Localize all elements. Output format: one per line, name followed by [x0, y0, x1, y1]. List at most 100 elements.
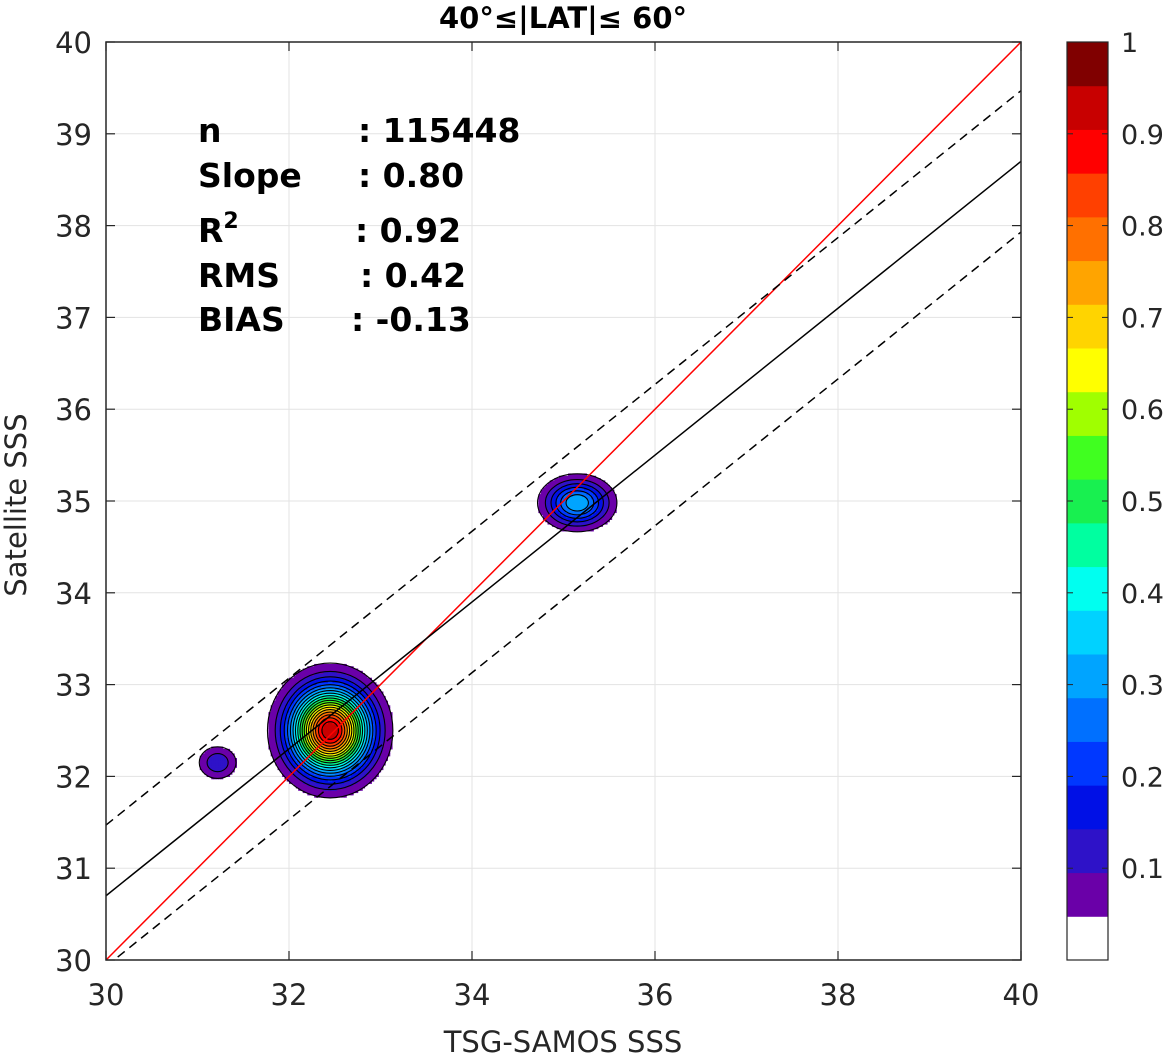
density-cell	[327, 700, 331, 704]
density-cell	[353, 780, 356, 784]
density-cell	[570, 498, 574, 502]
density-cell	[321, 792, 324, 796]
density-cell	[353, 700, 356, 704]
density-cell	[586, 482, 590, 486]
y-tick-label: 38	[55, 210, 92, 244]
density-cell	[387, 714, 391, 718]
density-cell	[321, 783, 324, 787]
density-cell	[311, 783, 315, 787]
density-cell	[314, 723, 318, 727]
density-cell	[339, 666, 343, 670]
density-cell	[588, 478, 592, 481]
density-cell	[565, 507, 569, 511]
density-cell	[586, 489, 590, 493]
density-cell	[277, 725, 281, 729]
density-cell	[554, 491, 558, 495]
density-cell	[357, 677, 361, 681]
density-cell	[298, 735, 302, 738]
density-cell	[556, 478, 560, 481]
density-cell	[277, 753, 281, 757]
density-cell	[307, 746, 311, 750]
density-cell	[325, 762, 329, 766]
density-cell	[348, 700, 352, 704]
density-cell	[268, 716, 272, 720]
density-cell	[371, 753, 375, 757]
density-cell	[282, 771, 286, 775]
density-cell	[369, 684, 372, 688]
density-cell	[590, 494, 594, 498]
density-cell	[286, 760, 290, 764]
density-cell	[327, 792, 331, 796]
density-cell	[366, 702, 370, 706]
density-cell	[588, 519, 592, 523]
density-cell	[357, 698, 361, 702]
density-cell	[323, 723, 327, 727]
density-cell	[609, 501, 613, 504]
density-cell	[350, 670, 354, 674]
density-cell	[602, 507, 606, 511]
density-cell	[213, 755, 217, 759]
density-cell	[375, 714, 379, 718]
density-cell	[302, 680, 306, 683]
density-cell	[300, 700, 304, 704]
density-cell	[270, 725, 274, 729]
density-cell	[387, 744, 391, 748]
density-cell	[309, 746, 313, 750]
contour-line	[292, 690, 368, 771]
density-cell	[380, 762, 384, 766]
density-cell	[362, 728, 366, 732]
density-cell	[298, 744, 302, 748]
density-cell	[302, 755, 306, 759]
density-cell	[595, 510, 599, 514]
density-cell	[353, 684, 356, 688]
density-cell	[357, 702, 361, 706]
density-cell	[581, 514, 585, 518]
density-cell	[220, 774, 224, 777]
density-cell	[300, 780, 304, 784]
density-cell	[545, 496, 549, 500]
density-cell	[282, 691, 286, 695]
density-cell	[302, 698, 306, 702]
density-cell	[284, 774, 288, 777]
density-cell	[332, 663, 336, 667]
density-cell	[307, 707, 311, 711]
density-cell	[341, 771, 345, 775]
density-cell	[584, 484, 587, 488]
density-cell	[316, 719, 320, 722]
density-cell	[275, 739, 279, 743]
density-cell	[343, 780, 347, 784]
density-cell	[268, 737, 272, 741]
density-cell	[350, 790, 354, 794]
density-cell	[595, 514, 599, 518]
density-cell	[547, 482, 551, 486]
density-cell	[337, 746, 340, 750]
density-cell	[275, 707, 279, 711]
density-cell	[330, 758, 334, 761]
density-cell	[302, 723, 306, 727]
density-cell	[382, 709, 386, 713]
density-cell	[343, 668, 347, 672]
density-cell	[215, 776, 219, 780]
density-cell	[341, 783, 345, 787]
density-cell	[364, 725, 368, 729]
density-cell	[373, 758, 377, 761]
density-cell	[385, 753, 388, 757]
y-axis-label: Satellite SSS	[0, 413, 33, 596]
density-cell	[558, 475, 562, 479]
density-cell	[289, 741, 292, 745]
density-cell	[586, 480, 590, 484]
density-cell	[579, 528, 583, 532]
density-cell	[577, 496, 581, 500]
density-cell	[385, 739, 388, 743]
density-cell	[343, 767, 347, 771]
density-cell	[586, 512, 590, 516]
density-cell	[540, 501, 544, 504]
density-cell	[314, 735, 318, 738]
density-cell	[293, 682, 297, 686]
density-cell	[289, 709, 292, 713]
stat-label-superscript: 2	[223, 209, 238, 234]
density-cell	[355, 702, 359, 706]
density-cell	[549, 517, 553, 520]
density-cell	[222, 769, 226, 773]
density-cell	[334, 666, 338, 670]
